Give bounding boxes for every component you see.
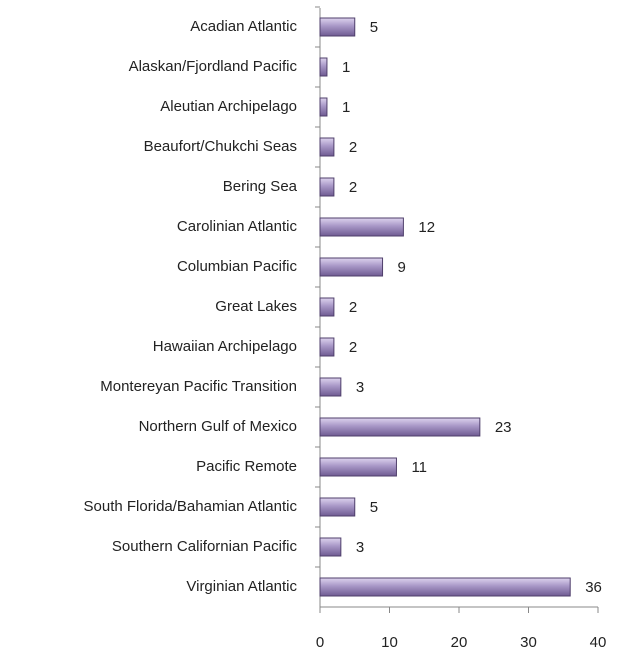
data-label: 11 — [411, 459, 427, 476]
data-label: 2 — [349, 179, 357, 196]
x-tick-label: 0 — [316, 634, 324, 651]
bar — [319, 417, 481, 437]
x-tick-label: 10 — [381, 634, 398, 651]
data-label: 5 — [370, 499, 378, 516]
y-tick-label: Northern Gulf of Mexico — [139, 418, 297, 435]
y-tick-label: Virginian Atlantic — [186, 578, 297, 595]
data-label: 2 — [349, 339, 357, 356]
data-label: 3 — [356, 539, 364, 556]
y-tick-label: Acadian Atlantic — [190, 18, 297, 35]
y-tick-label: Great Lakes — [215, 298, 297, 315]
bar — [319, 297, 335, 317]
bar — [319, 17, 356, 37]
bar — [319, 257, 384, 277]
y-tick-label: Carolinian Atlantic — [177, 218, 298, 235]
data-label: 1 — [342, 59, 350, 76]
y-tick-label: Alaskan/Fjordland Pacific — [129, 58, 298, 75]
data-label: 12 — [418, 219, 435, 236]
bar — [319, 217, 404, 237]
bar — [319, 57, 328, 77]
y-tick-label: South Florida/Bahamian Atlantic — [84, 498, 298, 515]
data-label: 23 — [495, 419, 512, 436]
bar — [319, 177, 335, 197]
data-label: 2 — [349, 139, 357, 156]
bar — [319, 577, 571, 597]
x-tick-label: 30 — [520, 634, 537, 651]
x-tick-label: 40 — [590, 634, 607, 651]
y-tick-label: Aleutian Archipelago — [160, 98, 297, 115]
bar — [319, 497, 356, 517]
data-label: 36 — [585, 579, 602, 596]
data-label: 9 — [398, 259, 406, 276]
bar — [319, 337, 335, 357]
bar — [319, 537, 342, 557]
y-tick-label: Pacific Remote — [196, 458, 297, 475]
y-tick-label: Bering Sea — [223, 178, 298, 195]
bar — [319, 377, 342, 397]
y-tick-label: Columbian Pacific — [177, 258, 298, 275]
bar — [319, 97, 328, 117]
data-label: 5 — [370, 19, 378, 36]
y-tick-label: Beaufort/Chukchi Seas — [144, 138, 297, 155]
bar — [319, 137, 335, 157]
y-tick-label: Southern Californian Pacific — [112, 538, 298, 555]
y-tick-label: Hawaiian Archipelago — [153, 338, 297, 355]
y-tick-label: Montereyan Pacific Transition — [100, 378, 297, 395]
data-label: 3 — [356, 379, 364, 396]
data-label: 2 — [349, 299, 357, 316]
bar — [319, 457, 397, 477]
data-label: 1 — [342, 99, 350, 116]
x-tick-label: 20 — [451, 634, 468, 651]
